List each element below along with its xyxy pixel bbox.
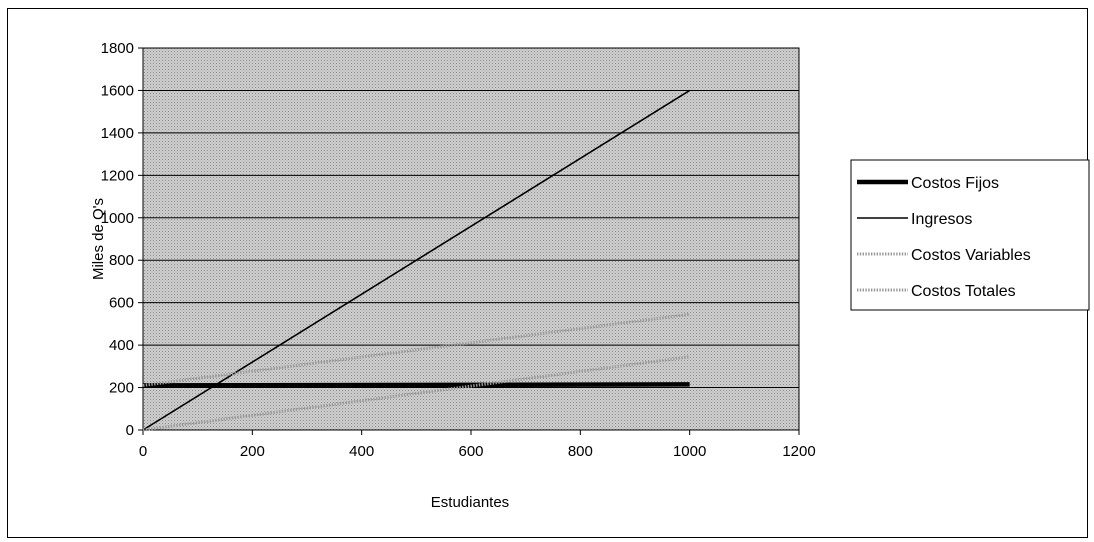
y-axis-ticks: 0 200 400 600 800 1000 1200 1400 1600 1800	[101, 40, 143, 439]
series-line-costos-totales	[142, 312, 690, 387]
legend-label-costos-fijos: Costos Fijos	[911, 175, 999, 192]
x-axis-title: Estudiantes	[431, 494, 509, 511]
x-tick-label: 400	[349, 443, 374, 460]
legend: Costos Fijos Ingresos Costos Variables Cost…	[850, 159, 1090, 311]
x-axis-ticks: 0 200 400 600 800 1000 1200	[139, 430, 816, 460]
y-tick-label: 0	[126, 422, 134, 439]
y-tick-label: 1000	[101, 210, 134, 227]
legend-items: Costos Fijos Ingresos Costos Variables Cost…	[857, 175, 1031, 300]
series-lines	[142, 89, 691, 432]
y-tick-label: 1800	[101, 40, 134, 57]
y-tick-label: 600	[109, 295, 134, 312]
plot-area	[142, 47, 800, 431]
y-tick-label: 1200	[101, 167, 134, 184]
series-line-costos-fijos	[142, 382, 690, 388]
legend-label-costos-totales: Costos Totales	[911, 283, 1016, 300]
series-line-costos-variables	[142, 355, 690, 432]
y-tick-label: 1400	[101, 125, 134, 142]
series-line-ingresos	[142, 89, 691, 431]
x-tick-label: 600	[458, 443, 483, 460]
legend-label-ingresos: Ingresos	[911, 211, 972, 228]
legend-box	[850, 159, 1090, 311]
x-tick-label: 200	[240, 443, 265, 460]
y-tick-label: 1600	[101, 82, 134, 99]
x-tick-label: 0	[139, 443, 147, 460]
legend-label-costos-variables: Costos Variables	[911, 247, 1031, 264]
x-tick-label: 1000	[673, 443, 706, 460]
y-tick-label: 800	[109, 252, 134, 269]
y-tick-label: 400	[109, 337, 134, 354]
x-tick-label: 800	[568, 443, 593, 460]
y-axis-title: Miles de Q's	[90, 198, 107, 280]
x-tick-label: 1200	[782, 443, 815, 460]
y-tick-label: 200	[109, 380, 134, 397]
